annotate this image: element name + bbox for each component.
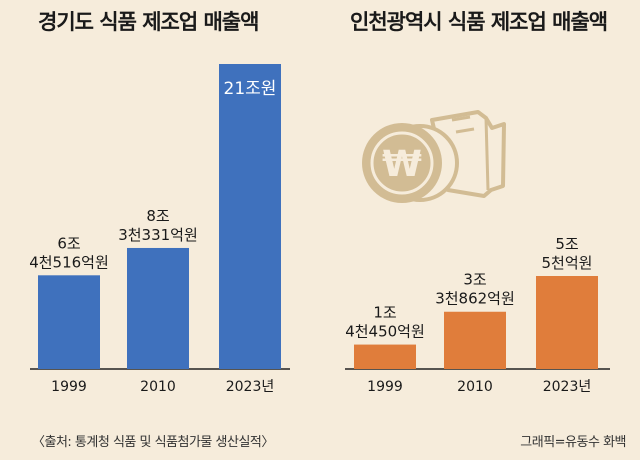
data-label: 21조원 <box>224 79 277 99</box>
data-label: 3천862억원 <box>435 290 515 308</box>
graphic-credit: 그래픽=유동수 화백 <box>520 435 626 450</box>
x-tick-label: 2010 <box>457 379 493 395</box>
bar-2023년 <box>219 64 281 369</box>
source-note: 〈출처: 통계청 식품 및 식품첨가물 생산실적〉 <box>32 435 274 450</box>
right-chart-title: 인천광역시 식품 제조업 매출액 <box>350 10 608 34</box>
data-label: 5천억원 <box>542 254 593 272</box>
x-tick-label: 2010 <box>140 379 176 395</box>
svg-text:₩: ₩ <box>382 144 422 185</box>
bar-2023년 <box>536 276 598 369</box>
data-label: 6조 <box>57 234 81 252</box>
x-tick-label: 2023년 <box>226 379 275 395</box>
data-label: 5조 <box>555 235 579 253</box>
data-label: 4천450억원 <box>345 323 425 341</box>
data-label: 3천331억원 <box>118 226 198 244</box>
x-tick-label: 1999 <box>51 379 87 395</box>
x-tick-label: 2023년 <box>543 379 592 395</box>
data-label: 1조 <box>373 304 397 322</box>
bar-1999 <box>354 344 416 369</box>
bar-2010 <box>127 247 189 369</box>
data-label: 3조 <box>463 271 487 289</box>
bar-1999 <box>38 275 100 369</box>
won-coin-receipt-icon: ₩ <box>362 110 506 203</box>
data-label: 8조 <box>146 207 170 225</box>
left-chart-title: 경기도 식품 제조업 매출액 <box>38 10 259 34</box>
bar-2010 <box>444 311 506 369</box>
x-tick-label: 1999 <box>367 379 403 395</box>
data-label: 4천516억원 <box>29 253 109 271</box>
